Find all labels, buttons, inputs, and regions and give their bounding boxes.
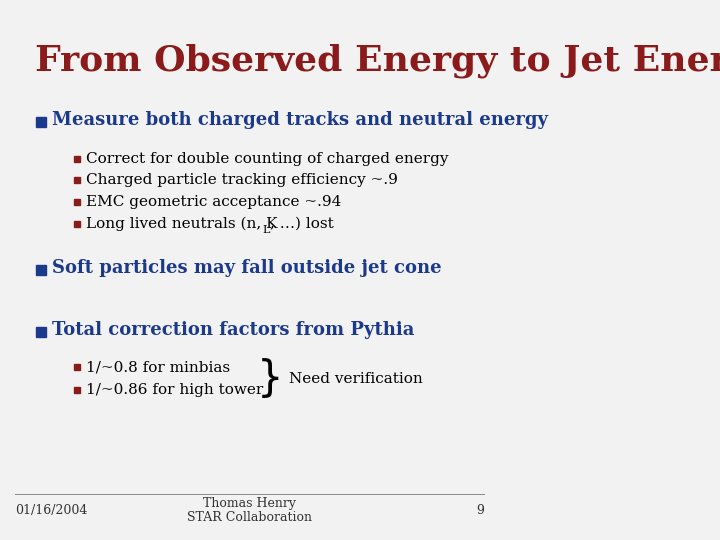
Text: 01/16/2004: 01/16/2004 [15, 504, 87, 517]
Text: STAR Collaboration: STAR Collaboration [187, 511, 312, 524]
Text: Soft particles may fall outside jet cone: Soft particles may fall outside jet cone [53, 259, 442, 278]
Text: Need verification: Need verification [289, 372, 423, 386]
Text: Charged particle tracking efficiency ~.9: Charged particle tracking efficiency ~.9 [86, 173, 398, 187]
Text: L: L [262, 225, 269, 235]
Text: 1/~0.86 for high tower: 1/~0.86 for high tower [86, 383, 264, 397]
Text: From Observed Energy to Jet Energy: From Observed Energy to Jet Energy [35, 43, 720, 78]
Text: Total correction factors from Pythia: Total correction factors from Pythia [53, 321, 415, 340]
Text: , …) lost: , …) lost [271, 217, 334, 231]
Text: 1/~0.8 for minbias: 1/~0.8 for minbias [86, 360, 230, 374]
Text: Correct for double counting of charged energy: Correct for double counting of charged e… [86, 152, 449, 166]
Text: EMC geometric acceptance ~.94: EMC geometric acceptance ~.94 [86, 195, 342, 209]
Text: }: } [257, 357, 284, 400]
Text: 9: 9 [476, 504, 484, 517]
Text: Thomas Henry: Thomas Henry [203, 497, 296, 510]
Text: Long lived neutrals (n, K: Long lived neutrals (n, K [86, 217, 278, 231]
Text: Measure both charged tracks and neutral energy: Measure both charged tracks and neutral … [53, 111, 549, 129]
